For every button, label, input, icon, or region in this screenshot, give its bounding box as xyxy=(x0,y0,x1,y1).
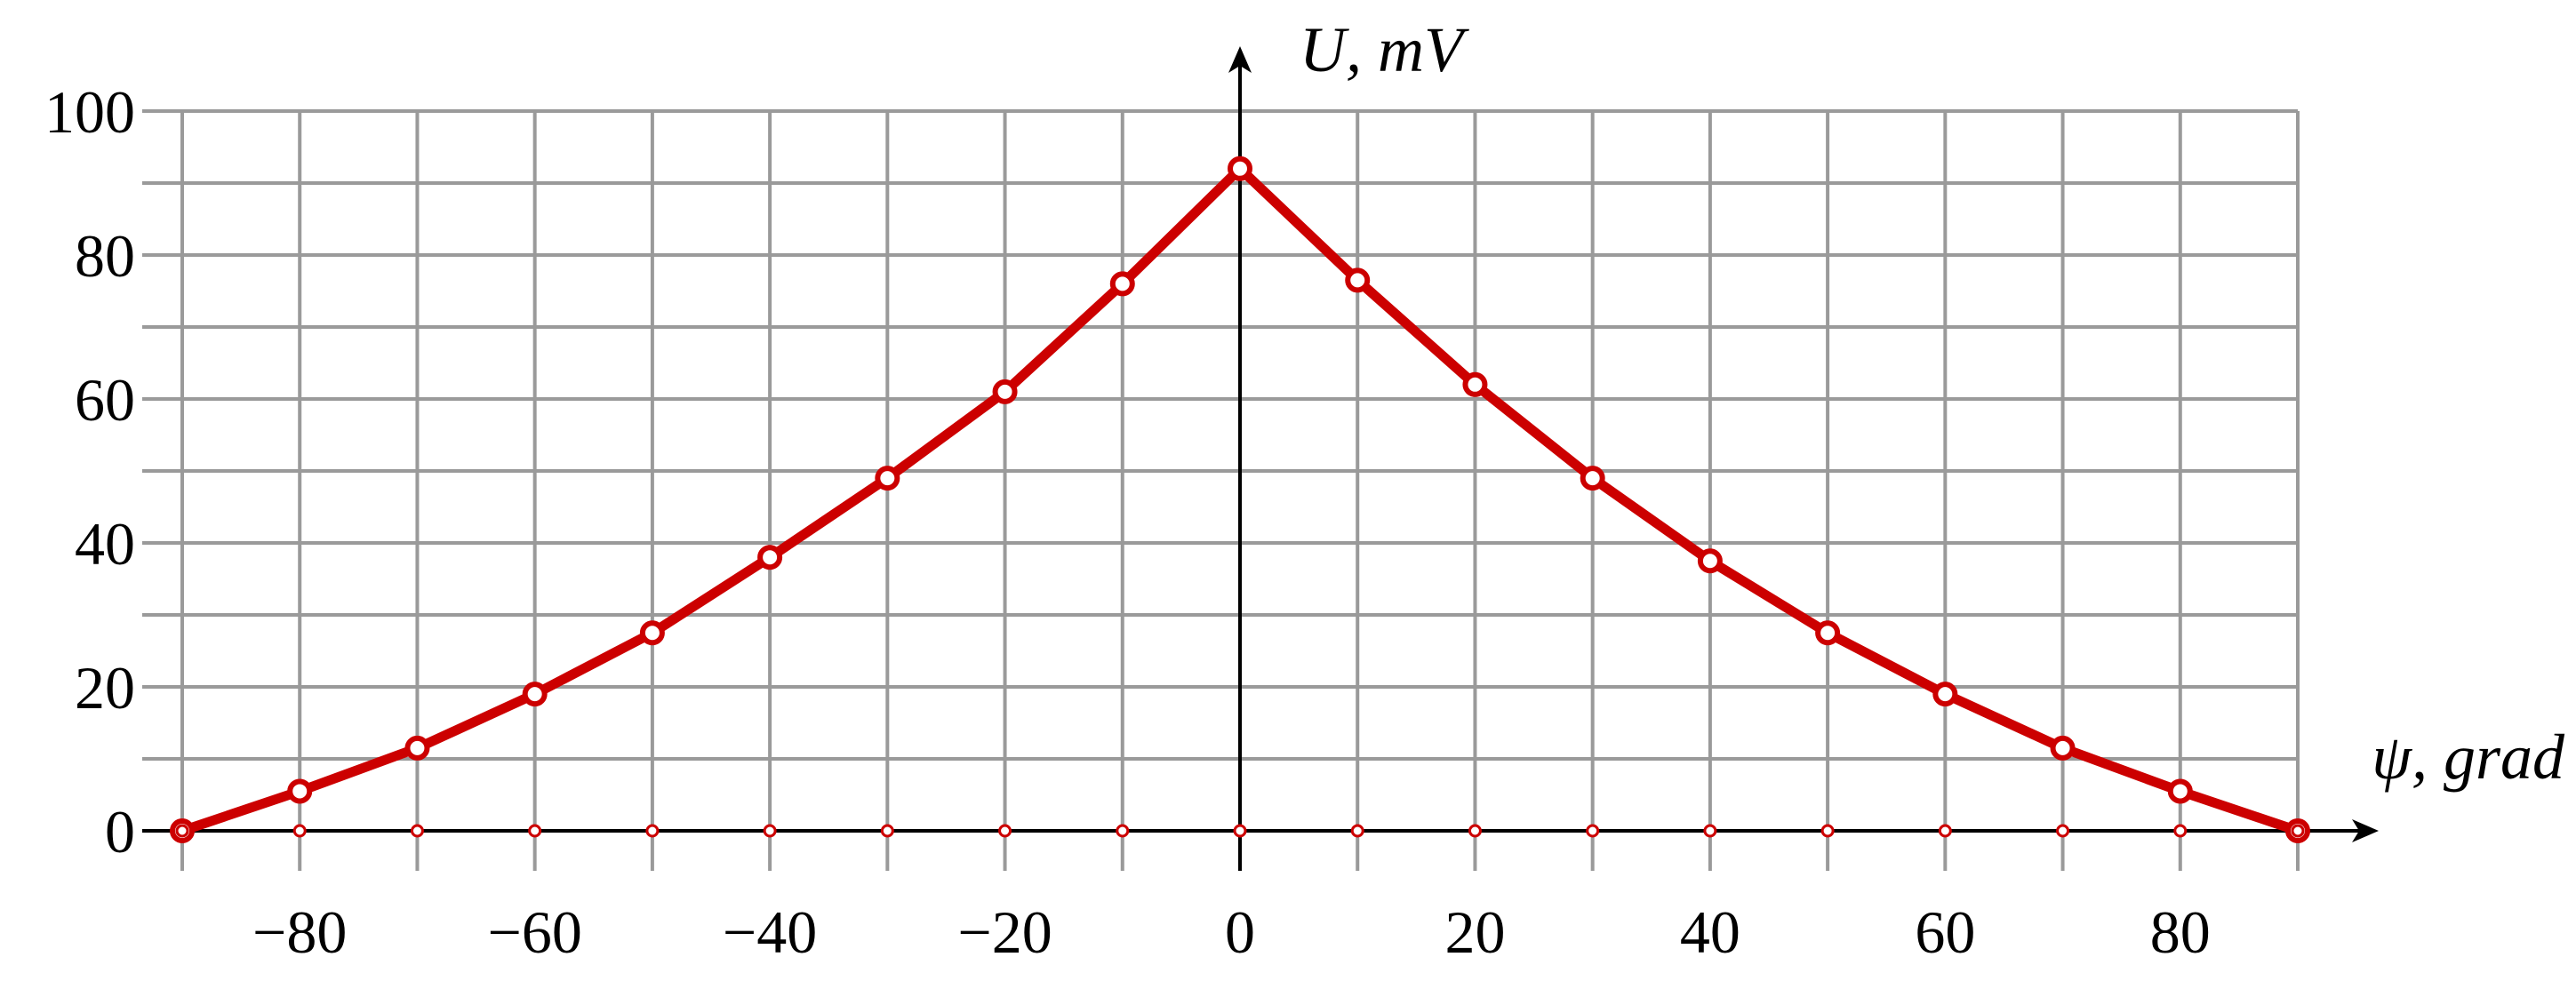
y-tick-label: 20 xyxy=(75,654,135,722)
x-tick-labels: −80 −60 −40 −20 0 20 40 60 80 xyxy=(252,898,2211,966)
data-point xyxy=(757,545,783,570)
baseline-marker xyxy=(1116,824,1130,838)
x-tick-label: 0 xyxy=(1225,898,1255,966)
series-layer xyxy=(170,156,2310,843)
baseline-marker xyxy=(1820,824,1835,838)
x-tick-label: −60 xyxy=(487,898,581,966)
data-point xyxy=(2050,735,2076,761)
baseline-marker xyxy=(1586,824,1600,838)
data-point xyxy=(1815,620,1841,646)
baseline-marker xyxy=(998,824,1012,838)
data-point xyxy=(404,735,430,761)
data-point xyxy=(1345,267,1371,293)
y-axis-title: U, mV xyxy=(1300,14,1469,85)
y-axis-arrow xyxy=(1228,46,1252,73)
data-point xyxy=(287,778,313,804)
y-tick-label: 100 xyxy=(44,78,135,146)
x-tick-label: 80 xyxy=(2150,898,2211,966)
baseline-marker xyxy=(763,824,777,838)
data-point xyxy=(639,620,665,646)
baseline-marker xyxy=(1938,824,1952,838)
data-point xyxy=(1228,156,1252,181)
x-tick-label: 40 xyxy=(1680,898,1740,966)
baseline-marker xyxy=(1468,824,1482,838)
x-tick-label: 20 xyxy=(1444,898,1505,966)
y-tick-label: 0 xyxy=(105,798,135,865)
x-axis-title: ψ, grad xyxy=(2372,722,2565,793)
x-tick-label: 60 xyxy=(1915,898,1975,966)
x-tick-label: −20 xyxy=(957,898,1052,966)
baseline-marker xyxy=(175,824,189,838)
data-point xyxy=(2167,778,2193,804)
baseline-marker xyxy=(528,824,542,838)
y-tick-label: 40 xyxy=(75,510,135,578)
baseline-marker xyxy=(292,824,307,838)
data-point xyxy=(1580,466,1605,491)
baseline-markers xyxy=(175,824,2305,838)
vertical-gridlines xyxy=(180,111,2300,871)
x-axis-arrow xyxy=(2352,819,2379,842)
y-tick-label: 80 xyxy=(75,222,135,290)
data-point xyxy=(1932,682,1958,707)
horizontal-gridlines xyxy=(142,109,2298,761)
data-point xyxy=(1109,271,1135,297)
baseline-marker xyxy=(410,824,424,838)
data-point xyxy=(1697,548,1723,574)
data-point xyxy=(992,379,1018,404)
baseline-marker xyxy=(1350,824,1364,838)
data-point xyxy=(875,466,900,491)
baseline-marker xyxy=(2056,824,2070,838)
baseline-marker xyxy=(1233,824,1247,838)
data-point xyxy=(1462,371,1488,397)
y-tick-label: 60 xyxy=(75,366,135,434)
y-tick-labels: 0 20 40 60 80 100 xyxy=(44,78,135,865)
x-tick-label: −40 xyxy=(723,898,817,966)
x-tick-label: −80 xyxy=(252,898,347,966)
baseline-marker xyxy=(2291,824,2305,838)
baseline-marker xyxy=(880,824,894,838)
data-point xyxy=(522,682,548,707)
baseline-marker xyxy=(645,824,660,838)
baseline-marker xyxy=(1703,824,1717,838)
baseline-marker xyxy=(2173,824,2188,838)
